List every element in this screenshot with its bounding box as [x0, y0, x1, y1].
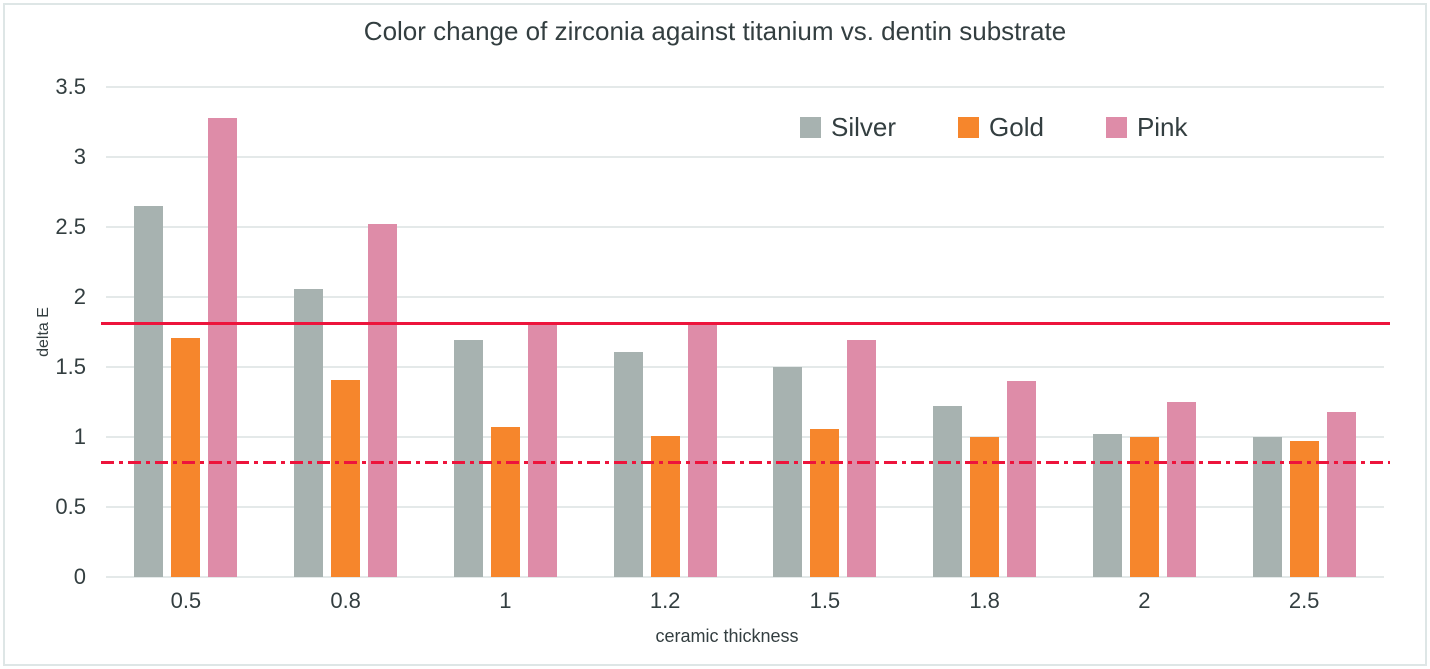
bar-pink-1.8: [1007, 381, 1037, 577]
bar-gold-0.8: [331, 379, 361, 577]
legend-label-silver: Silver: [831, 112, 897, 142]
legend-item-pink: Pink: [1105, 112, 1188, 143]
x-tick-label-1.5: 1.5: [809, 588, 841, 613]
y-tick-label-0: 0: [73, 564, 86, 589]
bar-gold-1: [490, 427, 520, 577]
x-tick-label-1.8: 1.8: [969, 588, 1000, 613]
y-tick-label-2: 2: [73, 284, 86, 309]
gridline-0.5: [106, 506, 1384, 508]
bar-silver-2.5: [1252, 437, 1282, 577]
legend-label-pink: Pink: [1136, 112, 1188, 142]
legend-item-gold: Gold: [958, 112, 1044, 143]
gridline-2: [106, 296, 1384, 298]
silver-swatch-icon: [800, 117, 821, 138]
y-tick-label-1.5: 1.5: [55, 354, 86, 379]
gridline-1: [106, 436, 1384, 438]
plot-area: [101, 86, 1390, 578]
bar-group-2: [1092, 87, 1196, 577]
bar-group-1.5: [773, 87, 877, 577]
bar-silver-2: [1092, 434, 1122, 577]
y-tick-label-1: 1: [73, 424, 86, 449]
x-tick-label-1.2: 1.2: [649, 588, 681, 613]
x-tick-label-2.5: 2.5: [1288, 588, 1320, 613]
y-tick-label-2.5: 2.5: [55, 214, 86, 239]
bar-group-1.8: [933, 87, 1037, 577]
bar-silver-0.8: [294, 288, 324, 577]
x-tick-label-1: 1: [499, 588, 512, 613]
reference-line-dash-dot: [101, 460, 1390, 464]
bar-pink-1: [527, 322, 557, 577]
legend-item-silver: Silver: [800, 112, 896, 143]
bar-silver-1.5: [773, 367, 803, 577]
bar-silver-1.8: [933, 406, 963, 577]
bar-groups: [106, 87, 1384, 577]
bar-gold-1.5: [810, 428, 840, 577]
bar-gold-1.2: [650, 435, 680, 577]
bar-gold-0.5: [171, 337, 201, 577]
gridline-3: [106, 156, 1384, 158]
bar-group-0.5: [134, 87, 238, 577]
bar-silver-0.5: [134, 206, 164, 577]
bar-pink-1.5: [847, 340, 877, 577]
x-tick-label-0.8: 0.8: [330, 588, 361, 613]
bar-pink-1.2: [687, 322, 717, 577]
bar-silver-1.2: [613, 351, 643, 577]
legend-label-gold: Gold: [989, 112, 1044, 142]
bar-group-2.5: [1252, 87, 1356, 577]
bar-pink-0.8: [368, 224, 398, 577]
gridline-0: [106, 576, 1384, 578]
legend: Silver Gold Pink: [800, 112, 1188, 143]
bar-pink-2.5: [1326, 411, 1356, 577]
chart-title: Color change of zirconia against titaniu…: [363, 16, 1067, 46]
x-axis-title: ceramic thickness: [655, 626, 799, 646]
bar-pink-0.5: [208, 117, 238, 577]
bar-gold-1.8: [970, 437, 1000, 577]
y-tick-label-3: 3: [73, 144, 86, 169]
bar-silver-1: [453, 340, 483, 577]
y-tick-label-3.5: 3.5: [55, 74, 86, 99]
gold-swatch-icon: [958, 117, 980, 138]
bar-group-0.8: [294, 87, 398, 577]
y-axis-title: delta E: [35, 307, 52, 357]
bar-gold-2: [1129, 437, 1159, 577]
reference-line-solid: [101, 322, 1390, 326]
bar-group-1.2: [613, 87, 717, 577]
gridline-1.5: [106, 366, 1384, 368]
x-tick-label-0.5: 0.5: [170, 588, 202, 613]
bar-gold-2.5: [1289, 441, 1319, 577]
x-tick-label-2: 2: [1138, 588, 1151, 613]
gridline-2.5: [106, 226, 1384, 228]
x-axis-labels: 0.5 0.8 1 1.2 1.5 1.8 2 2.5: [106, 588, 1384, 614]
pink-swatch-icon: [1105, 117, 1127, 138]
bar-pink-2: [1166, 402, 1196, 577]
y-tick-label-0.5: 0.5: [55, 494, 86, 519]
gridline-3.5: [106, 86, 1384, 88]
bar-group-1: [453, 87, 557, 577]
